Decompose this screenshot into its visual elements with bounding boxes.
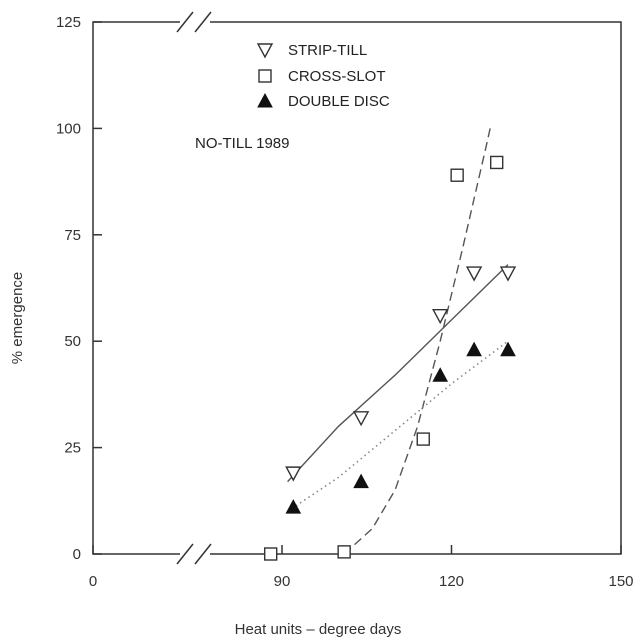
legend-symbol-double-disc: [257, 92, 273, 108]
point-cross-slot: [416, 432, 430, 446]
fit-curve-strip-till: [287, 264, 509, 483]
legend-label-double-disc: DOUBLE DISC: [288, 93, 390, 110]
point-cross-slot: [450, 168, 464, 182]
point-cross-slot: [490, 155, 504, 170]
legend-marker-strip-till: [256, 43, 274, 59]
axis-break-bottom: [176, 543, 212, 565]
legend-label-cross-slot: CROSS-SLOT: [288, 68, 386, 85]
legend-symbol-strip-till: [256, 43, 274, 59]
point-strip-till: [285, 466, 302, 482]
point-double-disc: [466, 341, 482, 357]
legend-item-strip-till: STRIP-TILL: [256, 42, 367, 59]
point-cross-slot: [264, 547, 278, 561]
legend-label-strip-till: STRIP-TILL: [288, 42, 367, 59]
point-double-disc: [285, 499, 302, 514]
x-tick-label: 0: [89, 573, 97, 590]
legend-item-double-disc: DOUBLE DISC: [257, 92, 390, 110]
x-tick-label: 150: [608, 573, 633, 590]
point-strip-till: [499, 266, 517, 282]
y-tick-label: 0: [73, 546, 81, 563]
x-axis-ticks: 0 90 120 150: [89, 545, 634, 590]
point-strip-till: [465, 266, 483, 282]
y-axis-ticks: 0 25 50 75 100 125: [56, 14, 102, 563]
point-double-disc: [500, 341, 516, 357]
y-tick-label: 100: [56, 120, 81, 137]
y-tick-label: 50: [64, 333, 81, 350]
y-tick-label: 125: [56, 14, 81, 31]
y-axis-label: % emergence: [9, 272, 26, 365]
fit-curve-cross-slot: [343, 123, 492, 555]
legend: STRIP-TILL CROSS-SLOT DOUBLE DISC: [256, 42, 390, 110]
point-double-disc: [353, 473, 369, 489]
x-tick-label: 120: [439, 573, 464, 590]
fit-curves: [287, 123, 509, 555]
point-cross-slot: [337, 545, 351, 559]
point-double-disc: [432, 367, 449, 382]
plot-frame: [92, 21, 622, 555]
y-tick-label: 25: [64, 440, 81, 457]
legend-symbol-cross-slot: [258, 69, 272, 83]
y-tick-label: 75: [64, 227, 81, 244]
point-strip-till: [352, 411, 370, 427]
legend-item-cross-slot: CROSS-SLOT: [258, 68, 386, 85]
legend-marker-double-disc: [257, 92, 273, 108]
legend-marker-cross-slot: [258, 69, 272, 83]
x-tick-label: 90: [274, 573, 291, 590]
axis-break-top: [176, 11, 212, 33]
fit-curve-double-disc: [287, 340, 509, 513]
point-strip-till: [432, 308, 449, 325]
x-axis-label: Heat units – degree days: [235, 621, 402, 638]
data-points: [264, 155, 517, 561]
chart-annotation: NO-TILL 1989: [195, 135, 290, 152]
